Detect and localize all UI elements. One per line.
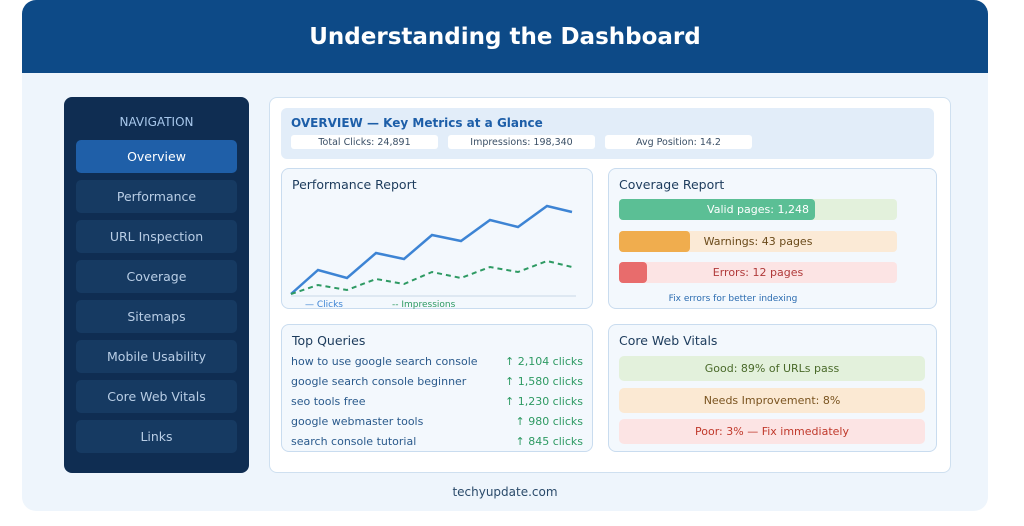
nav-item[interactable]: Core Web Vitals: [76, 380, 237, 413]
card-title: Performance Report: [292, 177, 417, 192]
footer: techyupdate.com: [452, 485, 558, 499]
metric: Avg Position: 14.2: [605, 135, 752, 149]
metric: Impressions: 198,340: [448, 135, 595, 149]
bar-bg: [619, 262, 897, 283]
query-text: seo tools free: [291, 395, 366, 408]
vital-needs: Needs Improvement: 8%: [619, 388, 925, 413]
nav-item[interactable]: Overview: [76, 140, 237, 173]
bar-label: Errors: 12 pages: [712, 266, 804, 279]
overview: OVERVIEW — Key Metrics at a Glance: [281, 108, 934, 159]
query-text: search console tutorial: [291, 435, 417, 448]
metric: Total Clicks: 24,891: [291, 135, 438, 149]
nav-item[interactable]: URL Inspection: [76, 220, 237, 253]
vital-good: Good: 89% of URLs pass: [619, 356, 925, 381]
query-clicks: ↑ 845 clicks: [515, 435, 583, 448]
query-text: google search console beginner: [291, 375, 467, 388]
query-clicks: ↑ 980 clicks: [515, 415, 583, 428]
bar-label: Warnings: 43 pages: [703, 235, 813, 248]
title: Understanding the Dashboard: [309, 23, 701, 50]
bar-label: Valid pages: 1,248: [707, 203, 809, 216]
bar-fill: [619, 231, 690, 252]
query-text: how to use google search console: [291, 355, 478, 368]
legend-impressions: -- Impressions: [392, 300, 456, 310]
legend-clicks: — Clicks: [305, 300, 343, 310]
query-clicks: ↑ 1,580 clicks: [504, 375, 583, 388]
card-title: Core Web Vitals: [619, 333, 718, 348]
queries-card: Top Queries: [281, 324, 593, 452]
query-clicks: ↑ 2,104 clicks: [504, 355, 583, 368]
performance-card: Performance Report: [281, 168, 593, 309]
header: Understanding the Dashboard: [22, 0, 988, 73]
overview-title: OVERVIEW — Key Metrics at a Glance: [291, 116, 543, 130]
nav-item[interactable]: Sitemaps: [76, 300, 237, 333]
card-title: Top Queries: [292, 333, 366, 348]
bar-fill: [619, 199, 815, 220]
nav-item[interactable]: Coverage: [76, 260, 237, 293]
coverage-note: Fix errors for better indexing: [668, 294, 798, 304]
query-text: google webmaster tools: [291, 415, 424, 428]
vital-poor: Poor: 3% — Fix immediately: [619, 419, 925, 444]
sidebar-heading: NAVIGATION: [119, 115, 194, 129]
bar-fill: [619, 262, 647, 283]
query-clicks: ↑ 1,230 clicks: [504, 395, 583, 408]
card-title: Coverage Report: [619, 177, 725, 192]
nav-item[interactable]: Links: [76, 420, 237, 453]
nav-item[interactable]: Mobile Usability: [76, 340, 237, 373]
nav-item[interactable]: Performance: [76, 180, 237, 213]
